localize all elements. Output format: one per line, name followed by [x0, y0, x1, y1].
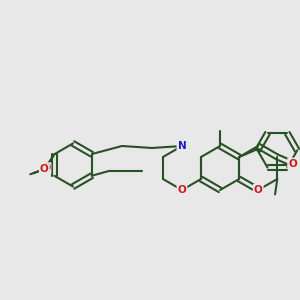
Text: O: O	[40, 164, 49, 174]
Text: N: N	[178, 141, 186, 151]
Text: O: O	[42, 163, 50, 173]
Text: O: O	[178, 185, 186, 195]
Text: O: O	[288, 159, 297, 169]
Text: O: O	[254, 185, 262, 195]
